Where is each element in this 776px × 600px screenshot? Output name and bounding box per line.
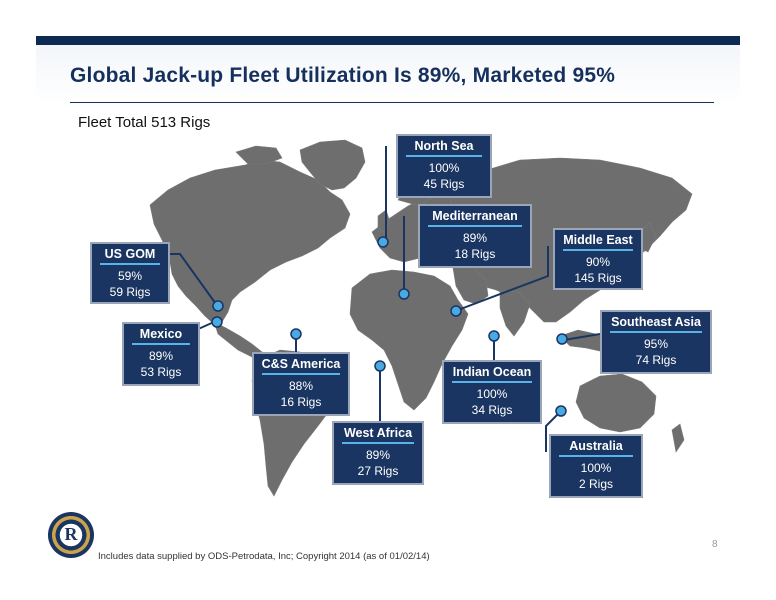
region-name: C&S America: [261, 357, 341, 371]
leader-australia: [545, 411, 561, 452]
marker-mexico: [211, 316, 223, 328]
region-name: Southeast Asia: [611, 315, 701, 329]
region-underline: [262, 373, 340, 375]
region-utilization: 100%: [428, 161, 460, 175]
region-rigs: 18 Rigs: [454, 247, 496, 261]
title-rule: [70, 102, 714, 103]
region-utilization: 90%: [585, 255, 611, 269]
land-new-zealand: [671, 423, 685, 453]
page-title: Global Jack-up Fleet Utilization Is 89%,…: [70, 64, 616, 87]
leader-southeast-asia: [563, 333, 601, 341]
region-name: Middle East: [563, 233, 633, 247]
region-name: US GOM: [104, 247, 156, 261]
region-utilization: 89%: [462, 231, 488, 245]
region-box-mexico: Mexico 89% 53 Rigs: [122, 322, 200, 386]
region-utilization: 89%: [148, 349, 174, 363]
marker-indian-ocean: [488, 330, 500, 342]
region-name: Indian Ocean: [452, 365, 532, 379]
region-utilization: 59%: [117, 269, 143, 283]
region-utilization: 95%: [643, 337, 669, 351]
land-africa: [349, 269, 469, 411]
region-utilization: 89%: [365, 448, 391, 462]
marker-southeast-asia: [556, 333, 568, 345]
marker-north-sea: [377, 236, 389, 248]
region-rigs: 145 Rigs: [574, 271, 622, 285]
marker-middle-east: [450, 305, 462, 317]
header-bar: [36, 36, 740, 45]
company-logo: R: [48, 512, 94, 558]
land-north-america: [149, 159, 351, 325]
leader-us-gom: [168, 253, 217, 305]
header-band: [36, 45, 740, 103]
region-underline: [428, 225, 522, 227]
region-underline: [452, 381, 532, 383]
region-underline: [342, 442, 414, 444]
region-box-australia: Australia 100% 2 Rigs: [549, 434, 643, 498]
region-rigs: 34 Rigs: [471, 403, 513, 417]
region-box-indian-ocean: Indian Ocean 100% 34 Rigs: [442, 360, 542, 424]
marker-us-gom: [212, 300, 224, 312]
region-underline: [563, 249, 633, 251]
marker-mediterranean: [398, 288, 410, 300]
region-utilization: 100%: [476, 387, 508, 401]
region-name: North Sea: [414, 139, 474, 153]
marker-australia: [555, 405, 567, 417]
region-box-middle-east: Middle East 90% 145 Rigs: [553, 228, 643, 290]
marker-west-africa: [374, 360, 386, 372]
land-australia: [575, 373, 657, 433]
leader-middle-east: [457, 246, 549, 311]
footer-note: Includes data supplied by ODS-Petrodata,…: [98, 551, 430, 562]
region-box-us-gom: US GOM 59% 59 Rigs: [90, 242, 170, 304]
marker-cs-america: [290, 328, 302, 340]
region-underline: [610, 331, 702, 333]
region-rigs: 59 Rigs: [109, 285, 151, 299]
region-underline: [132, 343, 190, 345]
land-greenland: [299, 139, 366, 191]
region-box-southeast-asia: Southeast Asia 95% 74 Rigs: [600, 310, 712, 374]
region-box-west-africa: West Africa 89% 27 Rigs: [332, 421, 424, 485]
region-rigs: 27 Rigs: [357, 464, 399, 478]
region-rigs: 45 Rigs: [423, 177, 465, 191]
region-rigs: 16 Rigs: [280, 395, 322, 409]
region-name: Australia: [569, 439, 623, 453]
region-underline: [100, 263, 160, 265]
region-name: Mexico: [139, 327, 183, 341]
region-underline: [406, 155, 482, 157]
region-rigs: 74 Rigs: [635, 353, 677, 367]
fleet-total: Fleet Total 513 Rigs: [78, 114, 211, 131]
region-utilization: 88%: [288, 379, 314, 393]
land-india: [499, 289, 531, 337]
region-underline: [559, 455, 633, 457]
region-rigs: 2 Rigs: [578, 477, 613, 491]
region-utilization: 100%: [580, 461, 612, 475]
region-rigs: 53 Rigs: [140, 365, 182, 379]
region-name: West Africa: [343, 426, 413, 440]
region-box-north-sea: North Sea 100% 45 Rigs: [396, 134, 492, 198]
region-box-cs-america: C&S America 88% 16 Rigs: [252, 352, 350, 416]
region-name: Mediterranean: [432, 209, 518, 223]
logo-letter-icon: R: [64, 524, 78, 544]
page-number: 8: [712, 539, 718, 550]
land-arctic-islands: [235, 145, 283, 165]
region-box-mediterranean: Mediterranean 89% 18 Rigs: [418, 204, 532, 268]
